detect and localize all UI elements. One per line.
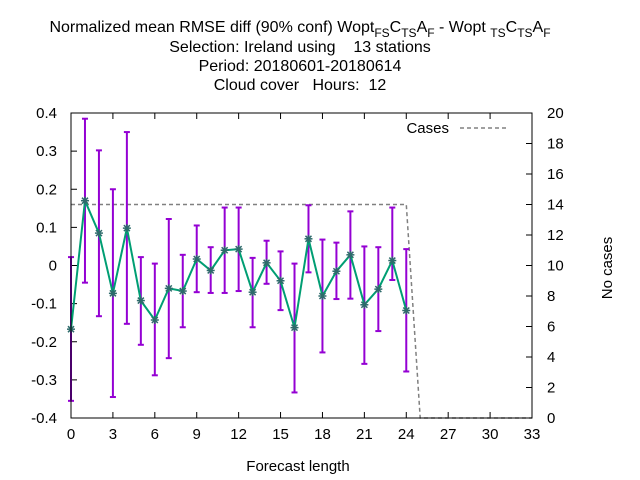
data-point-stroke <box>277 277 285 285</box>
y2-tick-label: 16 <box>547 166 564 183</box>
y-tick-label: 0 <box>49 258 57 275</box>
y-tick-label: 0.3 <box>36 143 57 160</box>
data-point-stroke <box>304 235 313 243</box>
x-tick-label: 27 <box>440 426 457 443</box>
y2-tick-label: 0 <box>547 410 555 427</box>
data-point-stroke <box>151 316 159 324</box>
x-tick-label: 24 <box>398 426 415 443</box>
data-point-stroke <box>123 224 131 232</box>
x-tick-label: 6 <box>151 426 159 443</box>
y2-tick-label: 2 <box>547 380 555 397</box>
data-point-stroke <box>137 297 145 305</box>
data-point <box>220 246 229 255</box>
y-tick-label: -0.1 <box>31 296 57 313</box>
y2-tick-label: 14 <box>547 197 564 214</box>
data-point-stroke <box>81 197 89 205</box>
x-tick-label: 18 <box>314 426 331 443</box>
data-point <box>332 267 341 276</box>
data-point-stroke <box>95 229 103 237</box>
x-axis-label: Forecast length <box>246 458 349 475</box>
title-line-2: Selection: Ireland using 13 stations <box>169 39 431 56</box>
data-point <box>192 255 201 264</box>
data-point <box>388 256 397 265</box>
plot-frame <box>70 112 533 419</box>
y2-tick-label: 4 <box>547 349 555 366</box>
x-tick-label: 21 <box>356 426 373 443</box>
data-point <box>234 245 243 254</box>
x-tick-label: 15 <box>272 426 289 443</box>
data-point-stroke <box>263 259 271 267</box>
data-point-stroke <box>207 266 215 274</box>
data-point-stroke <box>290 324 299 332</box>
y-tick-label: -0.2 <box>31 334 57 351</box>
data-point <box>290 323 299 332</box>
data-point <box>346 250 355 259</box>
y-tick-label: 0.4 <box>36 105 57 122</box>
data-point <box>360 300 369 309</box>
data-point <box>122 224 131 233</box>
chart-title: Normalized mean RMSE diff (90% conf) Wop… <box>49 19 550 94</box>
y2-tick-label: 8 <box>547 288 555 305</box>
y2-axis-label: No cases <box>599 237 616 300</box>
data-point <box>136 296 145 305</box>
title-line-1: Normalized mean RMSE diff (90% conf) Wop… <box>49 19 550 40</box>
data-point <box>402 306 411 315</box>
y2-tick-label: 10 <box>547 258 564 275</box>
plot-area <box>67 117 532 419</box>
data-point-stroke <box>109 289 117 297</box>
data-point-stroke <box>179 287 187 295</box>
data-point <box>108 289 117 298</box>
data-point-stroke <box>249 288 257 296</box>
y-tick-label: 0.1 <box>36 219 57 236</box>
data-point <box>178 287 187 296</box>
x-tick-label: 30 <box>482 426 499 443</box>
data-point <box>262 258 271 267</box>
y-tick-label: -0.3 <box>31 372 57 389</box>
axis-ticks: 0 3 6 9 12 15 18 21 24 27 30 33-0.4-0.3-0.2-0.100.1… <box>31 105 564 443</box>
data-point-stroke <box>388 257 396 265</box>
data-point <box>248 288 257 297</box>
x-tick-label: 33 <box>524 426 541 443</box>
data-point-stroke <box>374 285 382 293</box>
data-point-stroke <box>221 246 229 254</box>
data-point-stroke <box>235 245 243 253</box>
data-point <box>304 234 313 243</box>
data-point-stroke <box>360 301 368 309</box>
x-tick-label: 0 <box>67 426 75 443</box>
data-point-stroke <box>402 306 410 315</box>
data-point-stroke <box>165 284 173 292</box>
y-tick-label: -0.4 <box>31 410 57 427</box>
title-line-4: Cloud cover Hours: 12 <box>214 77 387 94</box>
y2-tick-label: 6 <box>547 319 555 336</box>
legend: Cases <box>406 120 506 137</box>
data-point <box>206 266 215 275</box>
x-tick-label: 3 <box>109 426 117 443</box>
title-line-3: Period: 20180601-20180614 <box>199 58 402 75</box>
legend-label-cases: Cases <box>406 120 449 137</box>
data-point-stroke <box>193 255 201 263</box>
data-point <box>80 196 89 205</box>
data-point-stroke <box>318 292 326 300</box>
y2-tick-label: 18 <box>547 136 564 153</box>
data-point-stroke <box>332 267 340 275</box>
data-point <box>276 276 285 285</box>
data-point <box>164 284 173 293</box>
y2-tick-label: 12 <box>547 227 564 244</box>
data-point <box>150 316 159 325</box>
x-tick-label: 9 <box>193 426 201 443</box>
data-point <box>94 229 103 238</box>
data-point <box>374 285 383 294</box>
error-bar <box>389 206 396 281</box>
data-point <box>318 292 327 300</box>
data-point-stroke <box>346 251 354 259</box>
x-tick-label: 12 <box>230 426 247 443</box>
y2-tick-label: 20 <box>547 105 564 122</box>
y-tick-label: 0.2 <box>36 181 57 198</box>
